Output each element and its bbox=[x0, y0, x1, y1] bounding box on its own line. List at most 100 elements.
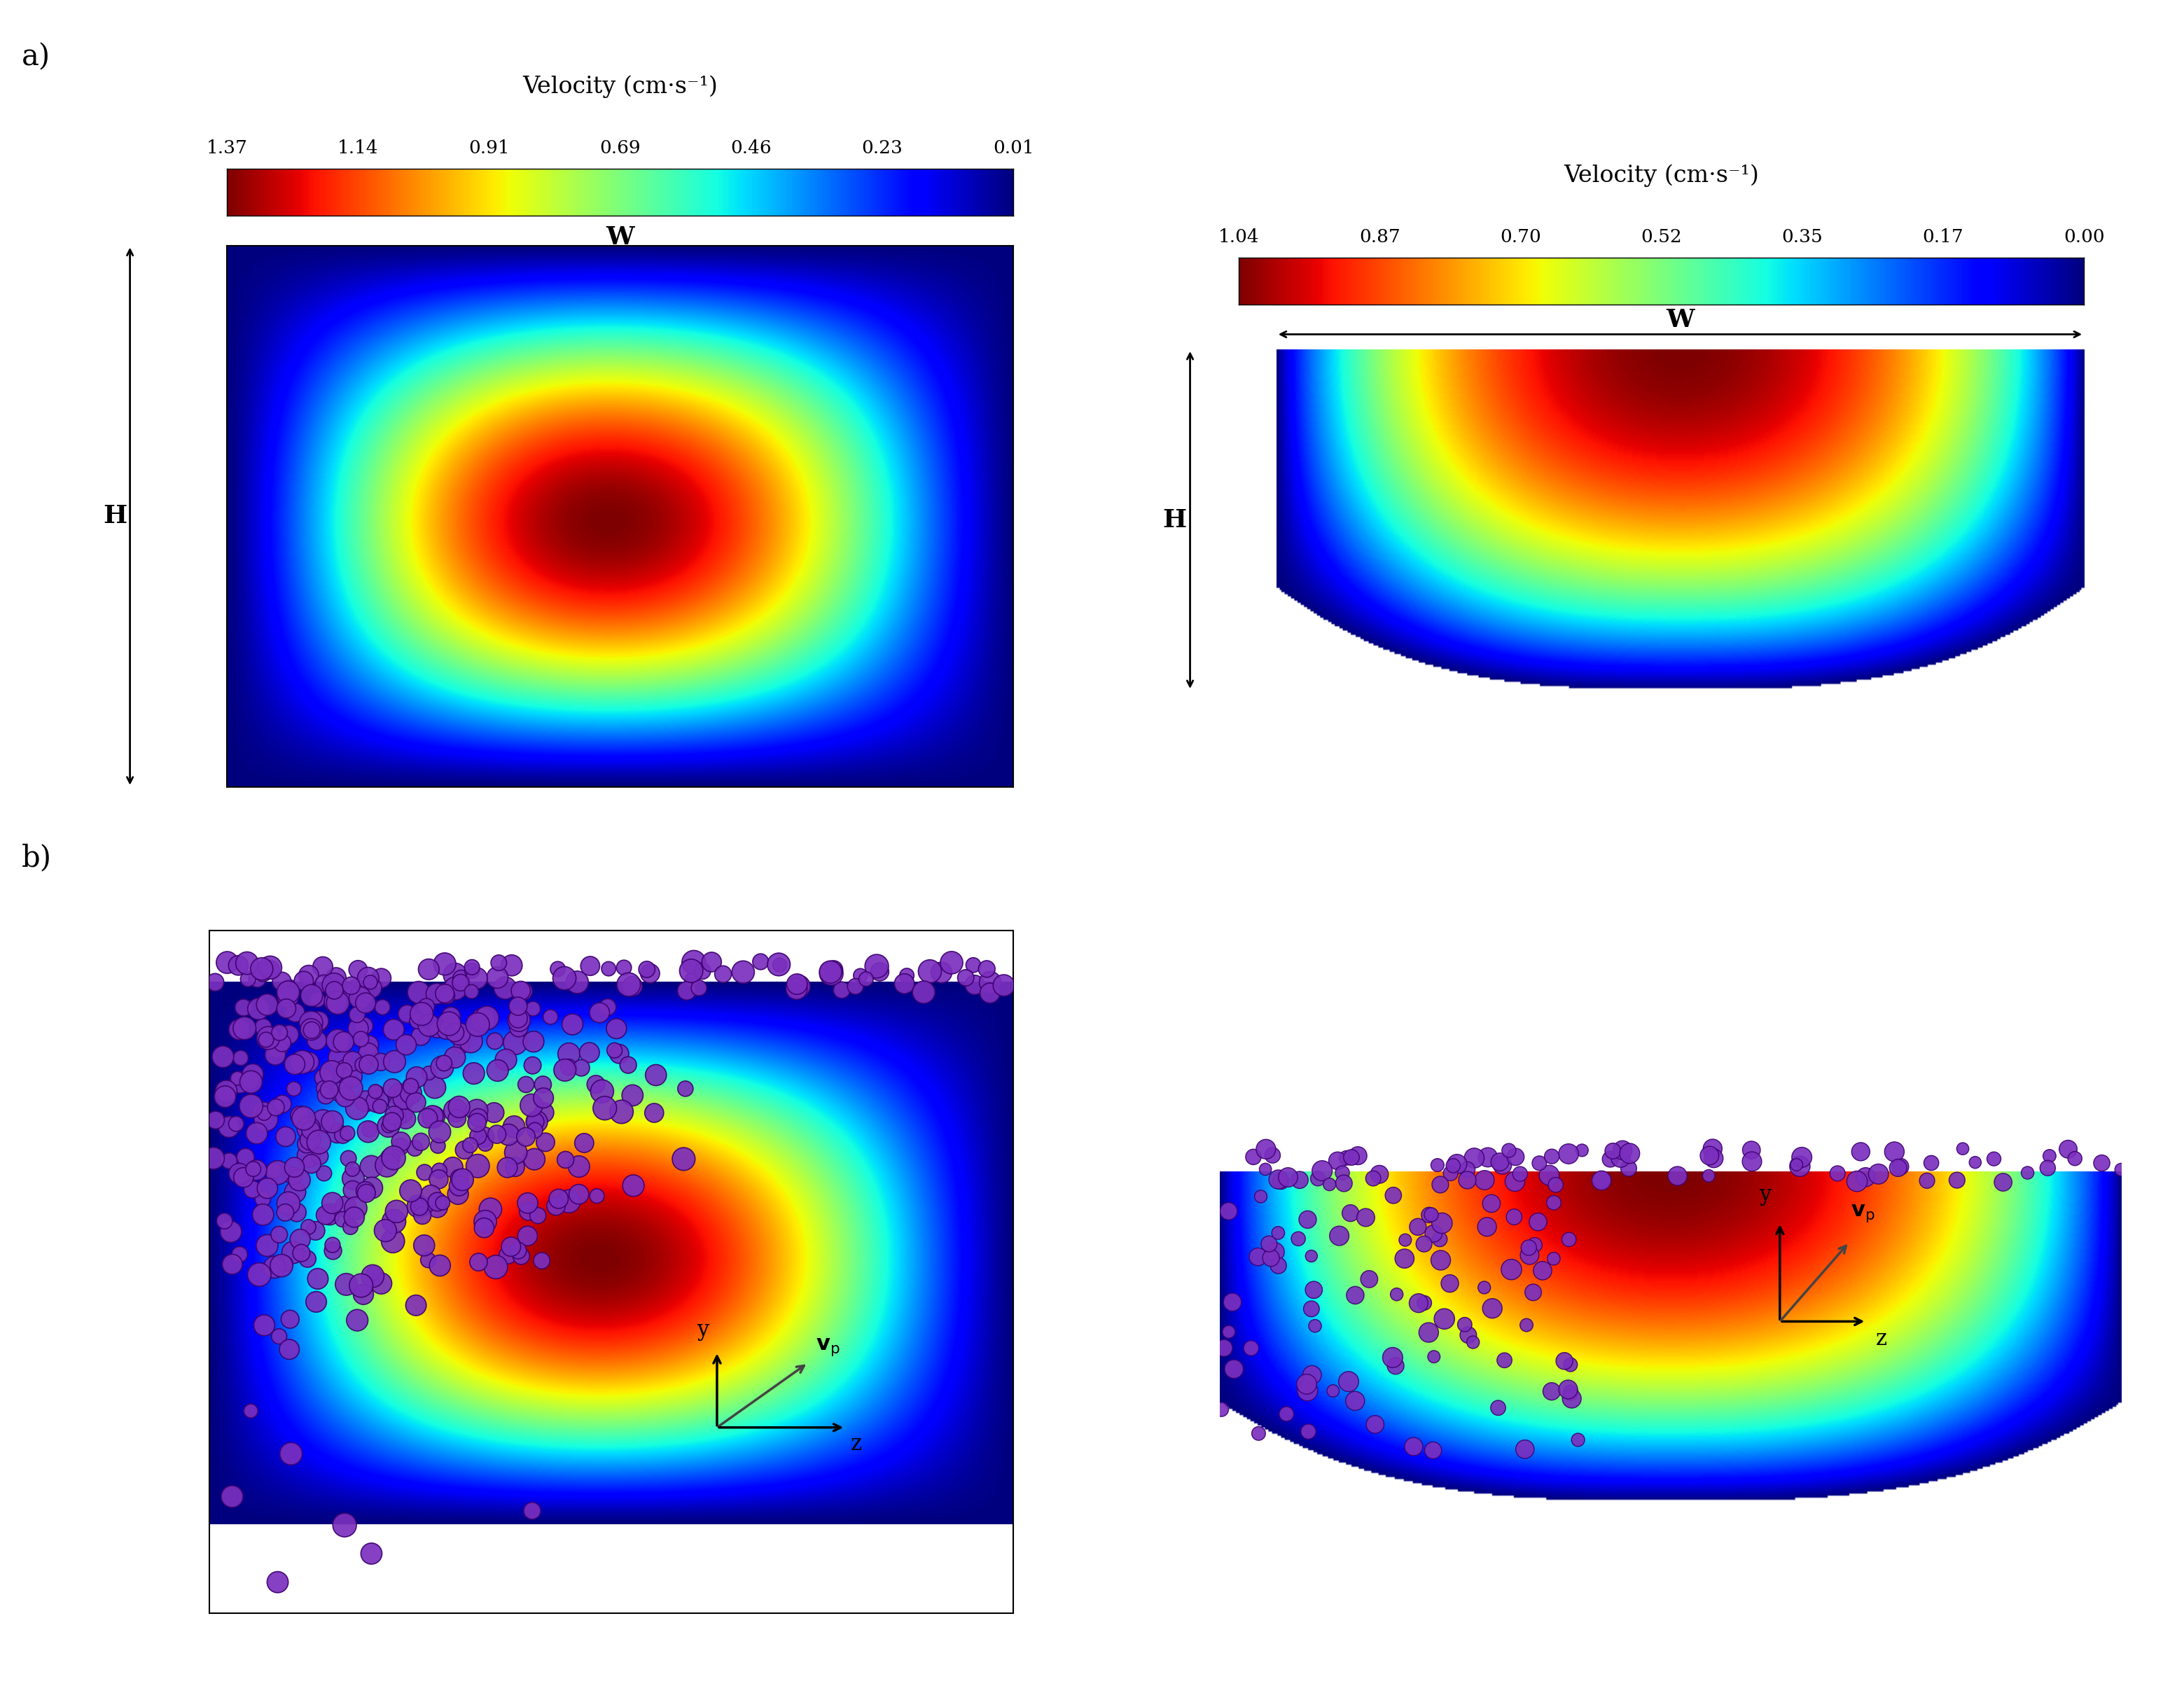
Point bbox=[419, 1017, 454, 1044]
Point bbox=[476, 1099, 511, 1126]
Text: 0.00: 0.00 bbox=[2064, 228, 2105, 246]
Point bbox=[382, 1133, 417, 1160]
Point bbox=[293, 1017, 328, 1044]
Point bbox=[441, 1172, 476, 1199]
Point bbox=[459, 1098, 494, 1125]
Point bbox=[1249, 1136, 1284, 1163]
Point bbox=[304, 1010, 339, 1037]
Point bbox=[400, 1007, 435, 1034]
Point bbox=[743, 948, 778, 975]
Point bbox=[1363, 1162, 1398, 1189]
Point bbox=[258, 1042, 293, 1069]
Point bbox=[225, 995, 260, 1022]
Point bbox=[277, 1000, 312, 1027]
Point bbox=[1241, 1243, 1275, 1270]
Point bbox=[299, 1288, 334, 1315]
Point bbox=[238, 1157, 273, 1184]
Point bbox=[1330, 1145, 1365, 1172]
Point bbox=[1690, 1162, 1725, 1189]
Point bbox=[306, 1108, 341, 1135]
Point bbox=[384, 1128, 419, 1155]
Point bbox=[1358, 1411, 1393, 1438]
Point bbox=[290, 961, 325, 988]
Point bbox=[474, 1195, 509, 1222]
Point bbox=[1234, 1335, 1269, 1362]
Point bbox=[583, 1000, 618, 1027]
Point bbox=[1603, 1145, 1638, 1172]
Point bbox=[1470, 1143, 1505, 1170]
Point bbox=[1780, 1152, 1815, 1179]
Point bbox=[539, 956, 574, 983]
Point bbox=[459, 1109, 494, 1136]
Point bbox=[339, 978, 373, 1005]
Point bbox=[341, 1307, 376, 1334]
Point bbox=[1913, 1150, 1948, 1177]
Point bbox=[234, 1398, 269, 1425]
Point bbox=[328, 1057, 363, 1084]
Point bbox=[1422, 1172, 1457, 1199]
Point bbox=[308, 1202, 343, 1229]
Point bbox=[1424, 1209, 1459, 1236]
Point bbox=[260, 1158, 295, 1185]
Point bbox=[365, 1270, 400, 1297]
Point bbox=[1433, 1270, 1468, 1297]
Point bbox=[419, 1189, 454, 1216]
Point bbox=[277, 1076, 312, 1103]
Point bbox=[223, 1241, 258, 1268]
Point bbox=[428, 978, 463, 1005]
Point bbox=[437, 961, 472, 988]
Point bbox=[197, 969, 232, 996]
Point bbox=[341, 980, 376, 1007]
Point bbox=[1509, 1312, 1544, 1339]
Point bbox=[452, 1131, 487, 1158]
Point bbox=[227, 1163, 262, 1190]
Point bbox=[288, 1130, 323, 1157]
Point bbox=[286, 1104, 321, 1131]
Point bbox=[247, 1013, 282, 1040]
Point bbox=[681, 975, 716, 1001]
Point bbox=[352, 1118, 387, 1145]
Point bbox=[2031, 1143, 2066, 1170]
Point bbox=[489, 1047, 524, 1074]
Point bbox=[210, 1077, 245, 1104]
Point bbox=[461, 1104, 496, 1131]
Point bbox=[509, 1123, 544, 1150]
Point bbox=[290, 1141, 325, 1168]
Text: y: y bbox=[1758, 1184, 1771, 1205]
Point bbox=[1330, 1367, 1365, 1394]
Point bbox=[306, 1160, 341, 1187]
Point bbox=[1297, 1312, 1332, 1339]
Point bbox=[850, 966, 885, 993]
Point bbox=[548, 1146, 583, 1173]
Point bbox=[1256, 1141, 1291, 1168]
Point bbox=[782, 973, 817, 1000]
Point bbox=[1376, 1182, 1411, 1209]
Point bbox=[1474, 1295, 1509, 1322]
Point bbox=[1280, 1226, 1315, 1253]
Point bbox=[284, 1049, 319, 1076]
Text: W: W bbox=[605, 226, 636, 250]
Point bbox=[2031, 1155, 2066, 1182]
Point bbox=[1612, 1155, 1647, 1182]
Point bbox=[598, 1015, 633, 1042]
Point bbox=[413, 1182, 448, 1209]
Point bbox=[1551, 1140, 1586, 1167]
Point bbox=[393, 1072, 428, 1099]
Point bbox=[1352, 1266, 1387, 1293]
Point bbox=[334, 1155, 369, 1182]
Point bbox=[347, 1087, 382, 1114]
Text: y: y bbox=[697, 1318, 710, 1340]
Point bbox=[1734, 1148, 1769, 1175]
Point bbox=[408, 993, 443, 1020]
Point bbox=[269, 1199, 304, 1226]
Point bbox=[341, 956, 376, 983]
Point bbox=[559, 969, 594, 996]
Point bbox=[607, 954, 642, 981]
Point bbox=[1396, 1433, 1431, 1460]
Point bbox=[245, 1200, 280, 1227]
Point bbox=[262, 1324, 297, 1350]
Point bbox=[1538, 1172, 1572, 1199]
Point bbox=[1426, 1305, 1461, 1332]
Point bbox=[500, 1005, 535, 1032]
Point bbox=[306, 1074, 341, 1101]
